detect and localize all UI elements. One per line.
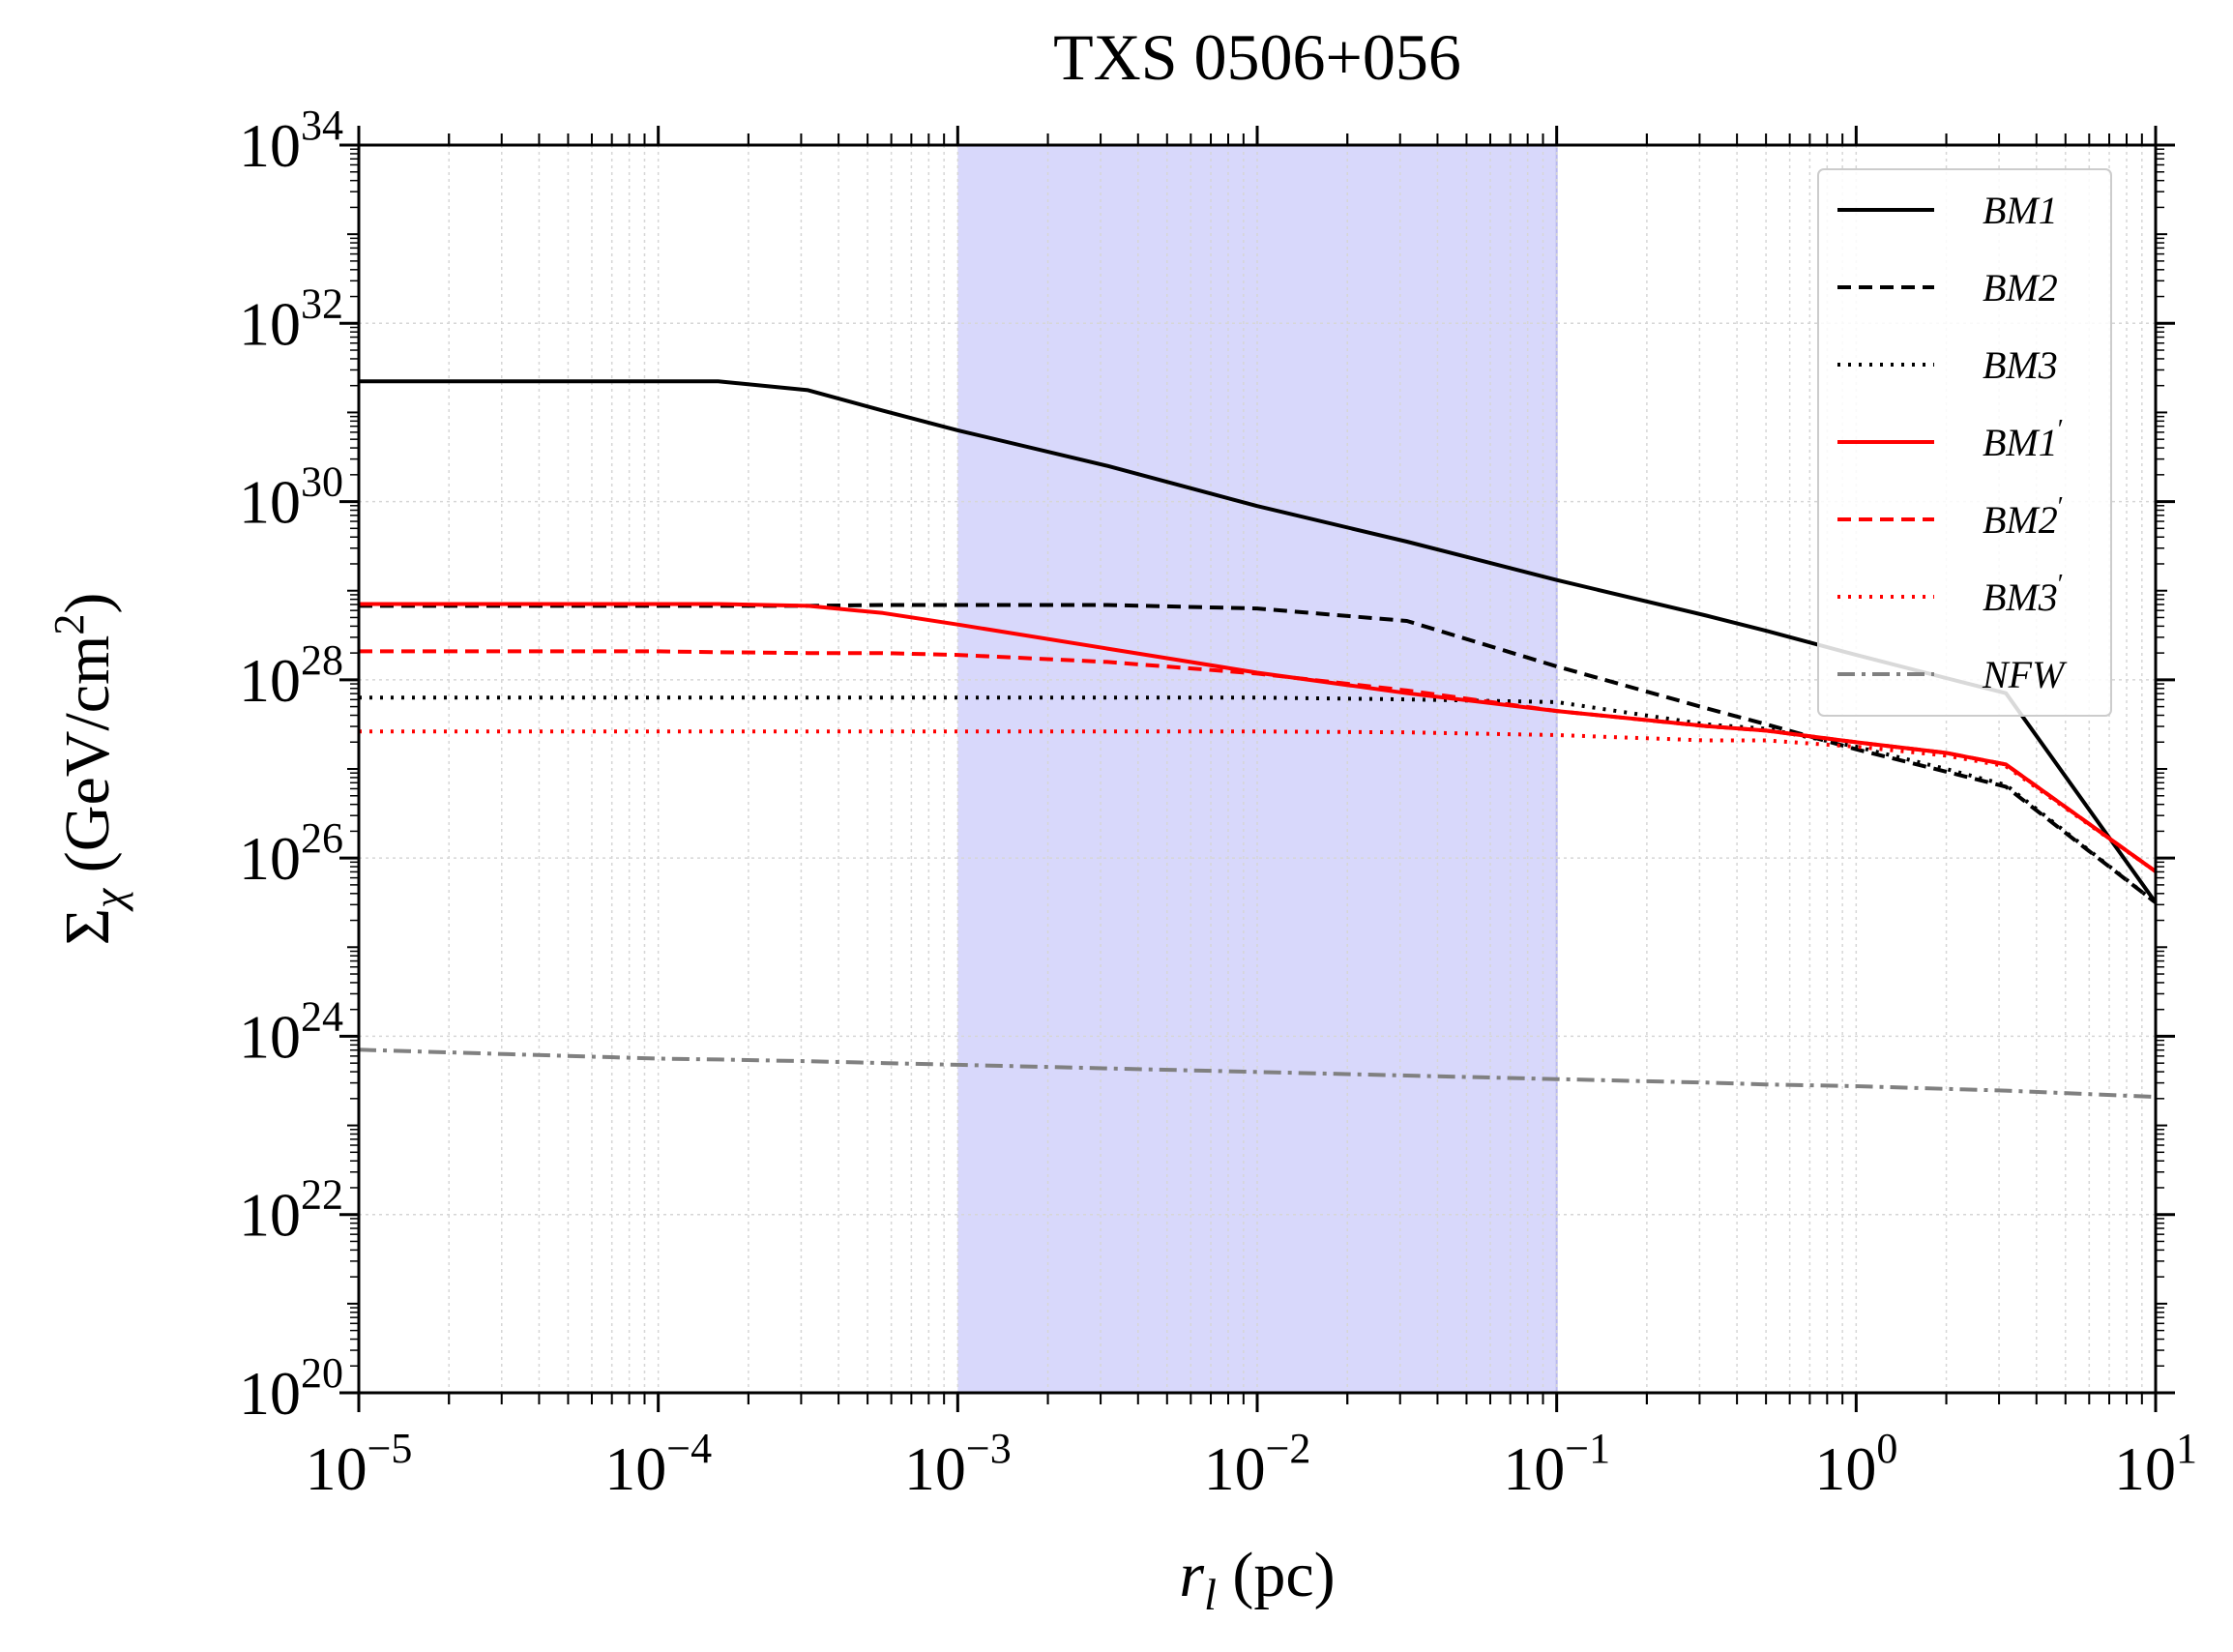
legend-label: BM2′ bbox=[1983, 492, 2064, 542]
legend-label: BM3 bbox=[1983, 343, 2058, 387]
y-axis-label-main: Σ bbox=[52, 908, 123, 945]
y-tick-label: 1028 bbox=[239, 636, 343, 715]
series-line-bm2-prime bbox=[359, 649, 2158, 873]
legend-label-prime: ′ bbox=[2058, 415, 2064, 445]
y-tick-label: 1024 bbox=[239, 992, 343, 1071]
x-tick-label: 10−4 bbox=[604, 1425, 712, 1503]
tick-label-exp: −5 bbox=[367, 1425, 413, 1472]
legend-entry: NFW bbox=[1837, 653, 2068, 696]
legend-label-name: NFW bbox=[1982, 653, 2068, 696]
legend-entry: BM1′ bbox=[1837, 415, 2064, 464]
legend-label-name: BM3 bbox=[1983, 343, 2058, 387]
tick-label-base: 10 bbox=[1814, 1434, 1876, 1503]
tick-label-exp: −1 bbox=[1565, 1425, 1610, 1472]
tick-label-base: 10 bbox=[239, 468, 301, 537]
legend-label-name: BM2 bbox=[1983, 498, 2058, 542]
legend bbox=[1817, 168, 2112, 717]
y-tick-label: 1022 bbox=[239, 1171, 343, 1250]
legend-label-prime: ′ bbox=[2058, 492, 2064, 522]
y-axis-label-close: ) bbox=[52, 593, 123, 614]
tick-label-base: 10 bbox=[239, 111, 301, 180]
y-axis-label-sub: χ bbox=[84, 887, 133, 912]
tick-label-base: 10 bbox=[904, 1434, 966, 1503]
legend-entry: BM2 bbox=[1837, 266, 2058, 310]
tick-label-exp: 0 bbox=[1876, 1425, 1897, 1472]
chart-title: TXS 0506+056 bbox=[1053, 20, 1461, 94]
tick-label-exp: 24 bbox=[301, 992, 343, 1040]
x-tick-label: 100 bbox=[1814, 1425, 1897, 1503]
tick-label-exp: −2 bbox=[1266, 1425, 1311, 1472]
legend-label-name: BM1 bbox=[1983, 421, 2058, 464]
tick-label-exp: 26 bbox=[301, 814, 343, 862]
legend-label-name: BM3 bbox=[1983, 575, 2058, 619]
tick-label-base: 10 bbox=[1503, 1434, 1565, 1503]
y-tick-label: 1020 bbox=[239, 1349, 343, 1428]
x-tick-label: 101 bbox=[2114, 1425, 2197, 1503]
legend-label-name: BM1 bbox=[1983, 189, 2058, 232]
legend-entry: BM1 bbox=[1837, 189, 2058, 232]
y-axis-label-unit: (GeV/cm bbox=[52, 635, 123, 889]
tick-label-base: 10 bbox=[239, 1002, 301, 1071]
legend-label: BM1′ bbox=[1983, 415, 2064, 464]
tick-label-exp: 22 bbox=[301, 1171, 343, 1219]
x-axis-label: rl (pc) bbox=[1179, 1540, 1335, 1619]
y-tick-label: 1026 bbox=[239, 814, 343, 893]
x-tick-label: 10−5 bbox=[306, 1425, 413, 1503]
legend-entry: BM3′ bbox=[1837, 570, 2064, 619]
legend-label-prime: ′ bbox=[2058, 570, 2064, 600]
y-axis-label-sup: 2 bbox=[45, 614, 93, 635]
y-tick-label: 1030 bbox=[239, 458, 343, 537]
tick-label-base: 10 bbox=[604, 1434, 666, 1503]
tick-label-exp: 1 bbox=[2176, 1425, 2197, 1472]
legend-entry: BM2′ bbox=[1837, 492, 2064, 542]
tick-label-exp: 32 bbox=[301, 280, 343, 327]
legend-label: NFW bbox=[1982, 653, 2068, 696]
legend-label: BM2 bbox=[1983, 266, 2058, 310]
tick-label-base: 10 bbox=[2114, 1434, 2176, 1503]
tick-label-base: 10 bbox=[239, 646, 301, 715]
series-line-bm2 bbox=[359, 603, 2158, 904]
tick-label-base: 10 bbox=[306, 1434, 367, 1503]
x-tick-label: 10−1 bbox=[1503, 1425, 1610, 1503]
y-tick-label: 1032 bbox=[239, 280, 343, 358]
y-tick-label: 1034 bbox=[239, 102, 343, 180]
series-line-nfw bbox=[358, 1047, 2157, 1100]
tick-label-base: 10 bbox=[239, 824, 301, 893]
legend-label: BM3′ bbox=[1983, 570, 2064, 619]
legend-entry: BM3 bbox=[1837, 343, 2058, 387]
tick-label-exp: −3 bbox=[966, 1425, 1012, 1472]
tick-label-exp: 30 bbox=[301, 458, 343, 506]
x-tick-label: 10−3 bbox=[904, 1425, 1012, 1503]
x-tick-label: 10−2 bbox=[1204, 1425, 1311, 1503]
tick-label-base: 10 bbox=[239, 289, 301, 358]
x-axis-label-unit: (pc) bbox=[1217, 1540, 1336, 1610]
tick-label-base: 10 bbox=[1204, 1434, 1266, 1503]
legend-label: BM1 bbox=[1983, 189, 2058, 232]
tick-label-base: 10 bbox=[239, 1181, 301, 1250]
legend-label-name: BM2 bbox=[1983, 266, 2058, 310]
tick-label-exp: −4 bbox=[666, 1425, 712, 1472]
tick-label-exp: 28 bbox=[301, 636, 343, 684]
tick-label-exp: 34 bbox=[301, 102, 343, 149]
y-axis-label: Σχ (GeV/cm2) bbox=[45, 593, 133, 946]
x-axis-label-sub: l bbox=[1204, 1570, 1217, 1619]
x-axis-label-main: r bbox=[1179, 1540, 1204, 1610]
tick-label-exp: 20 bbox=[301, 1349, 343, 1397]
tick-label-base: 10 bbox=[239, 1359, 301, 1428]
